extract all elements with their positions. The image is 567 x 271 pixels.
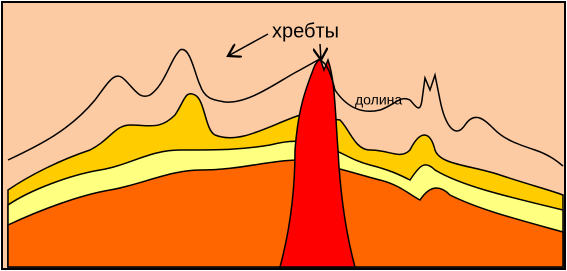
diagram: хребты долина [0,0,567,271]
ridges-label: хребты [272,20,339,42]
valley-label: долина [355,92,402,108]
arrow [320,44,321,60]
